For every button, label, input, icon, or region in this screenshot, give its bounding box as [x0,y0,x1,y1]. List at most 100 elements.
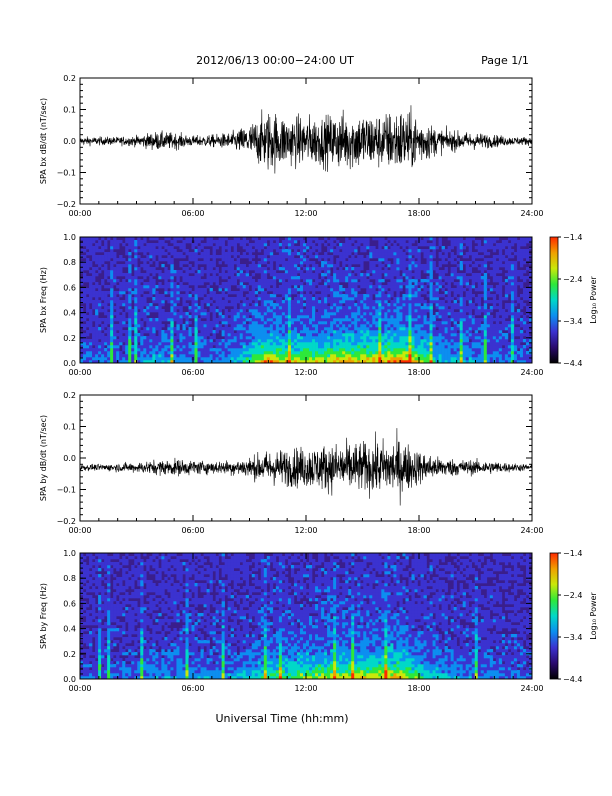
spectrogram-cell [408,324,411,327]
spectrogram-cell [402,339,405,342]
spectrogram-cell [161,273,164,276]
spectrogram-cell [321,267,324,270]
spectrogram-cell [243,342,246,345]
spectrogram-cell [448,300,451,303]
spectrogram-cell [487,327,490,330]
spectrogram-cell [83,339,86,342]
spectrogram-cell [110,342,113,345]
spectrogram-cell [158,339,161,342]
spectrogram-cell [279,351,282,354]
spectrogram-cell [487,252,490,255]
spectrogram-cell [164,342,167,345]
spectrogram-cell [158,330,161,333]
spectrogram-cell [300,258,303,261]
spectrogram-cell [366,312,369,315]
spectrogram-cell [158,258,161,261]
spectrogram-cell [511,297,514,300]
spectrogram-cell [216,270,219,273]
spectrogram-cell [170,327,173,330]
spectrogram-cell [267,354,270,357]
spectrogram-cell [201,288,204,291]
spectrogram-cell [255,309,258,312]
spectrogram-cell [387,270,390,273]
spectrogram-cell [222,333,225,336]
spectrogram-cell [122,348,125,351]
spectrogram-cell [95,285,98,288]
spectrogram-cell [393,330,396,333]
spectrogram-cell [312,243,315,246]
spectrogram-cell [143,249,146,252]
spectrogram-cell [279,279,282,282]
spectrogram-cell [399,261,402,264]
spectrogram-cell [152,309,155,312]
spectrogram-cell [300,252,303,255]
spectrogram-cell [430,318,433,321]
spectrogram-cell [496,327,499,330]
spectrogram-cell [134,255,137,258]
spectrogram-cell [104,330,107,333]
spectrogram-cell [366,240,369,243]
spectrogram-cell [89,312,92,315]
spectrogram-cell [210,342,213,345]
spectrogram-cell [182,354,185,357]
spectrogram-cell [110,264,113,267]
spectrogram-cell [179,357,182,360]
spectrogram-cell [369,246,372,249]
spectrogram-cell [466,321,469,324]
spectrogram-cell [261,300,264,303]
spectrogram-cell [300,273,303,276]
spectrogram-cell [327,249,330,252]
spectrogram-cell [185,279,188,282]
spectrogram-cell [424,303,427,306]
spectrogram-cell [98,249,101,252]
spectrogram-cell [342,312,345,315]
spectrogram-cell [146,345,149,348]
spectrogram-cell [300,270,303,273]
page-title: 2012/06/13 00:00−24:00 UT [196,54,354,67]
spectrogram-cell [222,357,225,360]
spectrogram-cell [327,345,330,348]
spectrogram-cell [378,285,381,288]
spectrogram-cell [309,270,312,273]
spectrogram-cell [122,318,125,321]
spectrogram-cell [399,285,402,288]
spectrogram-cell [191,315,194,318]
spectrogram-cell [119,270,122,273]
spectrogram-cell [95,291,98,294]
spectrogram-cell [213,306,216,309]
spectrogram-cell [481,345,484,348]
spectrogram-cell [146,324,149,327]
spectrogram-cell [210,345,213,348]
spectrogram-cell [351,291,354,294]
spectrogram-cell [161,240,164,243]
spectrogram-cell [143,309,146,312]
spectrogram-cell [475,288,478,291]
spectrogram-cell [152,336,155,339]
y-tick-label: 0.1 [63,106,76,115]
spectrogram-cell [478,297,481,300]
spectrogram-cell [243,330,246,333]
spectrogram-cell [405,324,408,327]
spectrogram-cell [339,291,342,294]
spectrogram-cell [210,327,213,330]
spectrogram-cell [158,351,161,354]
spectrogram-cell [185,321,188,324]
spectrogram-cell [405,243,408,246]
spectrogram-cell [505,342,508,345]
spectrogram-cell [360,333,363,336]
spectrogram-cell [421,336,424,339]
spectrogram-cell [384,345,387,348]
spectrogram-cell [191,279,194,282]
spectrogram-cell [125,276,128,279]
spectrogram-cell [396,255,399,258]
spectrogram-cell [146,312,149,315]
spectrogram-cell [237,261,240,264]
spectrogram-cell [327,351,330,354]
spectrogram-cell [454,291,457,294]
spectrogram-cell [490,342,493,345]
spectrogram-cell [306,312,309,315]
spectrogram-cell [417,324,420,327]
spectrogram-cell [472,294,475,297]
spectrogram-cell [451,312,454,315]
spectrogram-cell [243,264,246,267]
